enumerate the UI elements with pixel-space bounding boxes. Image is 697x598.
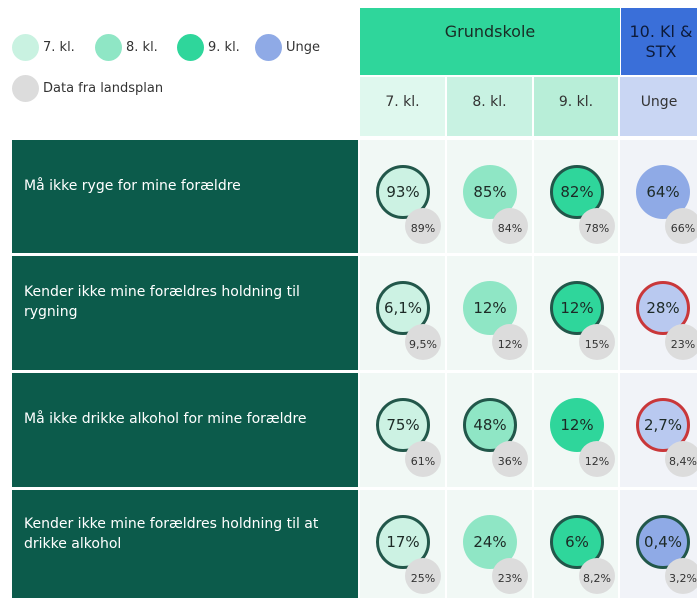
row-label: Kender ikke mine forældres holdning til … (12, 490, 358, 598)
value-circle: 82% (550, 165, 604, 219)
value-circle: 12% (550, 281, 604, 335)
legend-swatch (95, 34, 122, 61)
national-circle: 3,2% (665, 558, 697, 594)
value-circle: 6% (550, 515, 604, 569)
legend-swatch (12, 34, 39, 61)
national-circle: 12% (579, 441, 615, 477)
legend-swatch (177, 34, 204, 61)
row-label: Må ikke ryge for mine forældre (12, 140, 358, 253)
row-label: Kender ikke mine forældres holdning til … (12, 256, 358, 370)
legend-label: 8. kl. (126, 40, 158, 55)
legend-label: Unge (286, 40, 321, 55)
group-header: 10. Kl & STX (621, 8, 697, 75)
national-circle: 78% (579, 208, 615, 244)
national-circle: 84% (492, 208, 528, 244)
column-header: 7. kl. (360, 77, 445, 136)
group-header: Grundskole (360, 8, 620, 75)
legend-swatch (12, 75, 39, 102)
legend-label: 7. kl. (43, 40, 75, 55)
national-circle: 15% (579, 324, 615, 360)
value-circle: 2,7% (636, 398, 690, 452)
national-circle: 61% (405, 441, 441, 477)
national-circle: 8,2% (579, 558, 615, 594)
legend-label: 9. kl. (208, 40, 240, 55)
row-label: Må ikke drikke alkohol for mine forældre (12, 373, 358, 487)
column-header: 9. kl. (534, 77, 618, 136)
national-circle: 23% (492, 558, 528, 594)
national-circle: 8,4% (665, 441, 697, 477)
national-circle: 23% (665, 324, 697, 360)
national-circle: 36% (492, 441, 528, 477)
column-header: Unge (620, 77, 697, 136)
value-circle: 0,4% (636, 515, 690, 569)
national-circle: 12% (492, 324, 528, 360)
national-circle: 89% (405, 208, 441, 244)
legend-label: Data fra landsplan (43, 81, 164, 96)
national-circle: 9,5% (405, 324, 441, 360)
column-header: 8. kl. (447, 77, 532, 136)
national-circle: 66% (665, 208, 697, 244)
legend-swatch (255, 34, 282, 61)
national-circle: 25% (405, 558, 441, 594)
